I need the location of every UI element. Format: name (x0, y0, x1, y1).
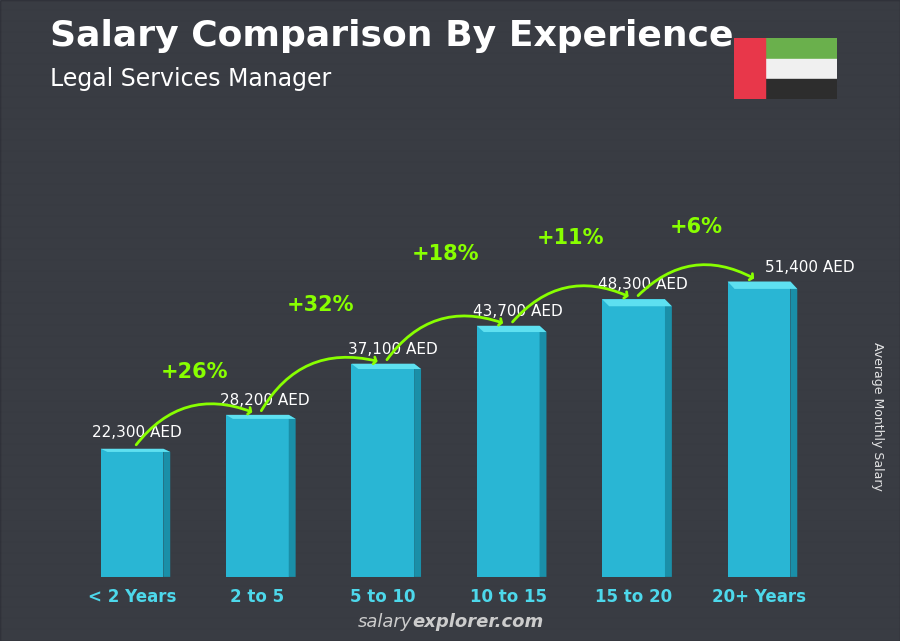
Bar (0, 400, 900, 413)
Bar (0, 237, 900, 250)
Bar (0, 204, 900, 217)
Text: 48,300 AED: 48,300 AED (598, 278, 688, 292)
Bar (0, 9, 900, 22)
Polygon shape (728, 281, 797, 289)
Bar (0, 552, 900, 565)
Polygon shape (540, 326, 546, 577)
Polygon shape (602, 299, 672, 306)
Bar (0, 563, 900, 576)
Bar (0, 53, 900, 65)
Text: +26%: +26% (161, 362, 229, 381)
Bar (0, 530, 900, 543)
Bar (0, 367, 900, 380)
Bar (0, 226, 900, 239)
Text: Legal Services Manager: Legal Services Manager (50, 67, 331, 91)
Polygon shape (665, 299, 672, 577)
Bar (0, 183, 900, 196)
Text: explorer.com: explorer.com (412, 613, 544, 631)
Text: salaryexplorer.com: salaryexplorer.com (364, 613, 536, 631)
Text: Salary Comparison By Experience: Salary Comparison By Experience (50, 19, 733, 53)
Bar (0, 248, 900, 261)
Bar (0, 161, 900, 174)
Text: 51,400 AED: 51,400 AED (765, 260, 855, 274)
Bar (0, 324, 900, 337)
Text: 22,300 AED: 22,300 AED (92, 424, 182, 440)
Bar (0, 20, 900, 33)
Text: +6%: +6% (670, 217, 723, 237)
Bar (0, 454, 900, 467)
Bar (0, 106, 900, 119)
Bar (602, 299, 665, 577)
Bar (0, 356, 900, 369)
Bar (0, 378, 900, 391)
Bar (0, 42, 900, 54)
Bar (0, 606, 900, 619)
Bar (0, 270, 900, 283)
Text: 43,700 AED: 43,700 AED (473, 304, 562, 319)
Text: +32%: +32% (286, 296, 354, 315)
Bar (0, 281, 900, 294)
Bar (0, 150, 900, 163)
Bar (0, 628, 900, 641)
Polygon shape (477, 326, 546, 332)
Bar (477, 326, 540, 577)
Bar (0, 96, 900, 108)
Bar (0, 128, 900, 141)
Bar (0, 574, 900, 587)
Bar (0, 520, 900, 533)
Text: salary: salary (358, 613, 412, 631)
Polygon shape (101, 449, 170, 452)
Text: +11%: +11% (537, 228, 605, 247)
Bar (0, 411, 900, 424)
Bar (734, 38, 764, 99)
Text: 28,200 AED: 28,200 AED (220, 393, 310, 408)
Bar (734, 79, 837, 99)
Text: Average Monthly Salary: Average Monthly Salary (871, 342, 884, 491)
Bar (0, 215, 900, 228)
Bar (0, 487, 900, 500)
Bar (351, 363, 414, 577)
Bar (0, 498, 900, 511)
Text: +18%: +18% (412, 244, 479, 264)
Bar (0, 335, 900, 347)
Bar (0, 172, 900, 185)
Bar (0, 139, 900, 152)
Polygon shape (226, 415, 295, 419)
Polygon shape (790, 281, 797, 577)
Polygon shape (351, 363, 421, 369)
Bar (0, 509, 900, 522)
Bar (0, 303, 900, 315)
Bar (0, 617, 900, 630)
Bar (0, 31, 900, 44)
Bar (0, 117, 900, 130)
Bar (226, 415, 289, 577)
Bar (0, 345, 900, 358)
Bar (0, 259, 900, 272)
Bar (0, 63, 900, 76)
Bar (734, 59, 837, 79)
Polygon shape (163, 449, 170, 577)
Bar (101, 449, 163, 577)
Bar (0, 422, 900, 435)
Bar (0, 85, 900, 98)
Bar (0, 292, 900, 304)
Bar (734, 38, 837, 59)
Bar (0, 595, 900, 608)
Bar (728, 281, 790, 577)
Bar (0, 541, 900, 554)
Text: 37,100 AED: 37,100 AED (347, 342, 437, 357)
Bar (0, 389, 900, 402)
Bar (0, 444, 900, 456)
Polygon shape (414, 363, 421, 577)
Bar (0, 433, 900, 445)
Polygon shape (289, 415, 295, 577)
Bar (0, 194, 900, 206)
Bar (0, 585, 900, 597)
Bar (0, 74, 900, 87)
Bar (0, 465, 900, 478)
Bar (0, 0, 900, 11)
Bar (0, 313, 900, 326)
Bar (0, 476, 900, 489)
